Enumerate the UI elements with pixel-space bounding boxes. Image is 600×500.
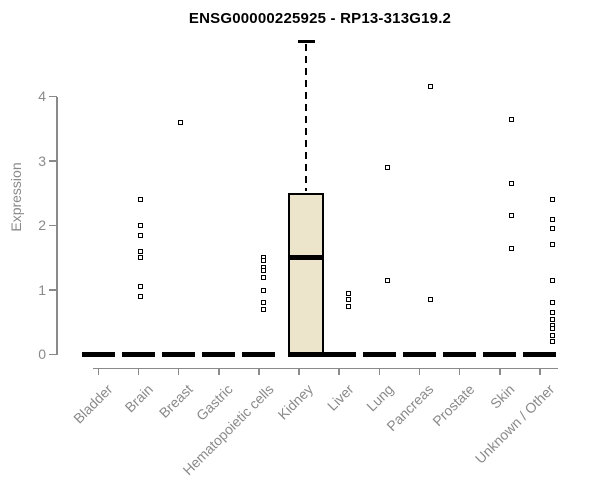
data-point xyxy=(137,223,143,228)
data-point xyxy=(137,248,143,254)
category-zero-bar xyxy=(322,352,356,357)
data-point xyxy=(550,316,556,322)
data-point xyxy=(345,290,351,296)
x-tick xyxy=(218,368,220,375)
x-tick xyxy=(499,368,501,375)
data-point xyxy=(428,297,433,303)
category-zero-bar xyxy=(483,352,517,357)
boxplot-whisker-cap xyxy=(297,40,315,44)
data-point xyxy=(384,277,390,283)
x-tick xyxy=(539,368,541,375)
x-tick xyxy=(258,368,260,375)
x-tick xyxy=(418,368,421,375)
data-point xyxy=(261,300,267,306)
category-zero-bar xyxy=(121,352,155,357)
category-zero-bar xyxy=(362,352,396,357)
x-axis-line xyxy=(93,367,558,369)
category-zero-bar xyxy=(242,352,276,357)
boxplot-box xyxy=(288,193,325,357)
y-tick-label: 3 xyxy=(38,152,46,169)
data-point xyxy=(550,277,556,283)
y-tick-label: 0 xyxy=(38,346,46,362)
x-tick-label: Kidney xyxy=(274,381,317,423)
data-point xyxy=(261,306,267,312)
data-point xyxy=(261,258,267,264)
data-point xyxy=(550,339,556,345)
data-point xyxy=(137,284,143,290)
x-tick xyxy=(378,368,381,375)
x-tick-label: Liver xyxy=(323,381,357,414)
data-point xyxy=(261,274,267,280)
y-tick-label: 1 xyxy=(38,281,46,298)
x-tick-label: Skin xyxy=(486,381,518,412)
category-zero-bar xyxy=(523,352,557,357)
x-tick-label: Lung xyxy=(363,381,397,415)
category-zero-bar xyxy=(403,352,436,357)
data-point xyxy=(137,197,143,203)
data-point xyxy=(509,181,515,187)
x-tick xyxy=(458,368,461,375)
data-point xyxy=(550,197,556,203)
x-tick xyxy=(97,368,100,375)
category-zero-bar xyxy=(162,352,196,357)
category-zero-bar xyxy=(202,352,236,357)
data-point xyxy=(384,164,390,170)
data-point xyxy=(137,255,143,261)
data-point xyxy=(550,332,556,338)
x-tick-label: Brain xyxy=(121,381,156,416)
y-tick xyxy=(49,224,57,227)
data-point xyxy=(261,268,267,274)
x-tick xyxy=(298,368,300,375)
data-point xyxy=(137,293,143,299)
data-point xyxy=(261,287,267,293)
boxplot-median xyxy=(288,255,325,261)
category-zero-bar xyxy=(81,352,115,357)
x-tick xyxy=(137,368,140,375)
y-tick xyxy=(49,95,57,98)
data-point xyxy=(550,326,556,332)
y-tick xyxy=(49,160,57,162)
data-point xyxy=(550,216,556,222)
data-point xyxy=(345,303,351,309)
data-point xyxy=(550,310,556,316)
data-point xyxy=(428,84,433,90)
data-point xyxy=(550,242,556,248)
data-point xyxy=(345,297,351,303)
x-tick-label: Prostate xyxy=(428,381,477,430)
x-tick xyxy=(177,368,180,375)
y-tick xyxy=(49,289,57,291)
y-tick-label: 4 xyxy=(38,88,46,104)
data-point xyxy=(178,119,184,125)
data-point xyxy=(550,226,556,232)
y-tick-label: 2 xyxy=(38,217,46,233)
data-point xyxy=(509,116,515,122)
y-tick xyxy=(49,353,57,356)
x-tick-label: Bladder xyxy=(70,381,116,427)
x-tick-label: Breast xyxy=(155,381,196,421)
boxplot-whisker xyxy=(304,43,308,192)
category-zero-bar xyxy=(443,352,477,357)
data-point xyxy=(509,245,515,251)
x-tick xyxy=(338,368,340,375)
data-point xyxy=(137,232,143,238)
chart-title: ENSG00000225925 - RP13-313G19.2 xyxy=(188,10,452,27)
data-point xyxy=(509,213,515,219)
data-point xyxy=(550,300,556,306)
